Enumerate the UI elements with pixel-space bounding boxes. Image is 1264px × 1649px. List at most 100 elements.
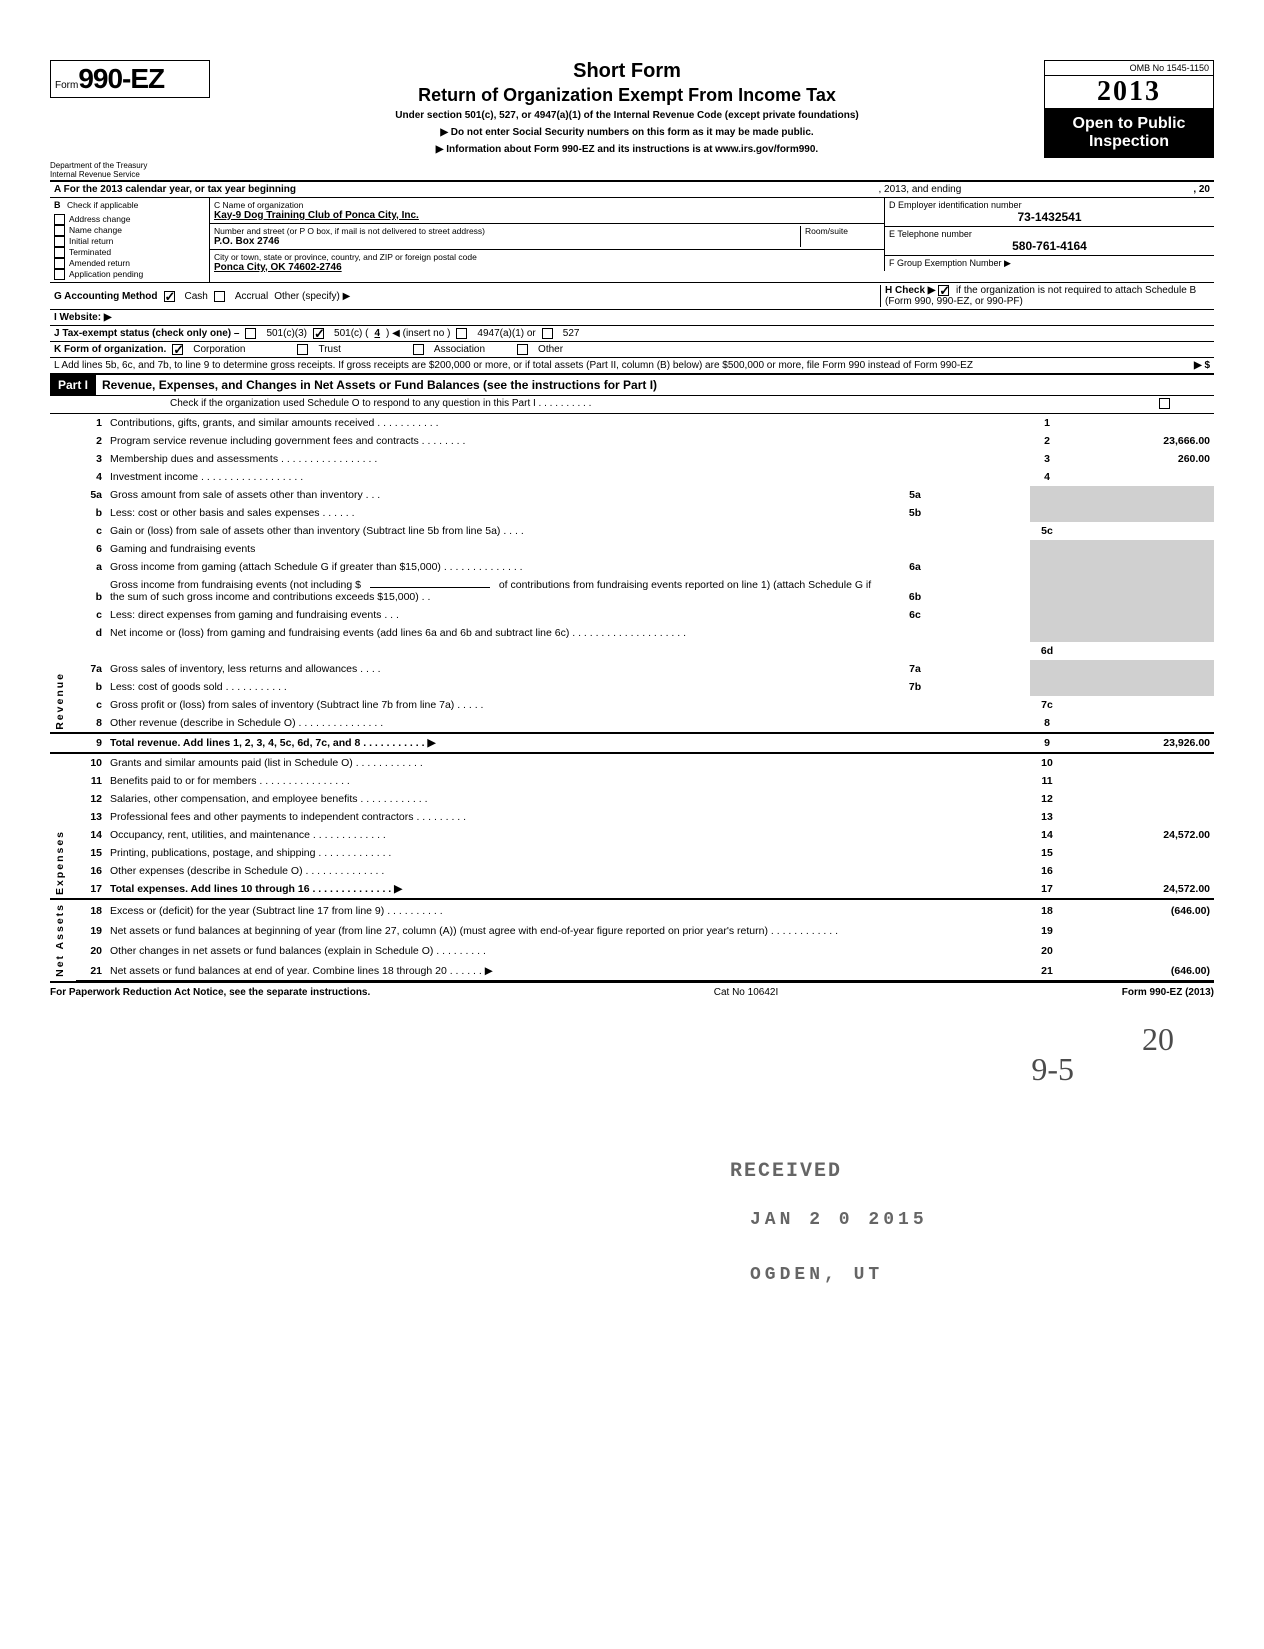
j-527: 527 (563, 328, 580, 339)
g-label: G Accounting Method (54, 291, 158, 302)
table-row: 19 Net assets or fund balances at beginn… (50, 920, 1214, 940)
chk-corp[interactable] (172, 344, 183, 355)
table-row: 13 Professional fees and other payments … (50, 808, 1214, 826)
chk-cash[interactable] (164, 291, 175, 302)
chk-initial-return[interactable]: Initial return (54, 236, 205, 247)
chk-app-pending[interactable]: Application pending (54, 269, 205, 280)
dept-irs: Internal Revenue Service (50, 171, 210, 180)
subtitle: Under section 501(c), 527, or 4947(a)(1)… (218, 110, 1036, 121)
g-cash: Cash (185, 291, 208, 302)
row-k: K Form of organization. Corporation Trus… (50, 342, 1214, 358)
footer-left: For Paperwork Reduction Act Notice, see … (50, 987, 370, 998)
j-501c3: 501(c)(3) (266, 328, 307, 339)
table-row: 15 Printing, publications, postage, and … (50, 844, 1214, 862)
side-netassets: Net Assets (54, 903, 66, 977)
chk-h[interactable] (938, 285, 949, 296)
c-addr-row: Number and street (or P O box, if mail i… (210, 224, 884, 250)
omb-number: OMB No 1545-1150 (1044, 60, 1214, 76)
d-label: D Employer identification number (889, 200, 1210, 210)
form-header: Form 990-EZ Short Form Return of Organiz… (50, 60, 1214, 158)
table-row: c Gross profit or (loss) from sales of i… (50, 696, 1214, 714)
footer-right: Form 990-EZ (2013) (1122, 987, 1214, 998)
chk-accrual[interactable] (214, 291, 225, 302)
year-suffix: 13 (1129, 76, 1161, 107)
f-label: F Group Exemption Number ▶ (889, 258, 1210, 269)
org-name: Kay-9 Dog Training Club of Ponca City, I… (214, 210, 880, 221)
ein: 73-1432541 (889, 210, 1210, 224)
org-city: Ponca City, OK 74602-2746 (214, 262, 880, 273)
table-row: Expenses 10 Grants and similar amounts p… (50, 753, 1214, 772)
d-cell: D Employer identification number 73-1432… (884, 198, 1214, 227)
col-def: D Employer identification number 73-1432… (884, 198, 1214, 283)
table-row: 2 Program service revenue including gove… (50, 432, 1214, 450)
row-l: L Add lines 5b, 6c, and 7b, to line 9 to… (50, 358, 1214, 373)
col-c: C Name of organization Kay-9 Dog Trainin… (210, 198, 884, 283)
row-i: I Website: ▶ (50, 310, 1214, 326)
chk-501c3[interactable] (245, 328, 256, 339)
part1-header-row: Part I Revenue, Expenses, and Changes in… (50, 373, 1214, 396)
row-a: A For the 2013 calendar year, or tax yea… (50, 182, 1214, 198)
table-row: 8 Other revenue (describe in Schedule O)… (50, 714, 1214, 733)
f-cell: F Group Exemption Number ▶ (884, 256, 1214, 271)
e-label: E Telephone number (889, 229, 1210, 239)
table-row: 12 Salaries, other compensation, and emp… (50, 790, 1214, 808)
dept-block: Department of the Treasury Internal Reve… (50, 158, 210, 180)
side-expenses: Expenses (54, 830, 66, 895)
chk-name-change[interactable]: Name change (54, 225, 205, 236)
b-letter: B (54, 200, 61, 210)
room-label: Room/suite (805, 226, 880, 236)
top-grid: B Check if applicable Address change Nam… (50, 198, 1214, 284)
k-assoc: Association (434, 344, 485, 355)
table-row: 7a Gross sales of inventory, less return… (50, 660, 1214, 678)
table-row: 6 Gaming and fundraising events (50, 540, 1214, 558)
b-label: Check if applicable (67, 200, 138, 210)
chk-amended[interactable]: Amended return (54, 258, 205, 269)
table-row: c Gain or (loss) from sale of assets oth… (50, 522, 1214, 540)
open-to-public: Open to Public Inspection (1044, 109, 1214, 158)
part1-title: Revenue, Expenses, and Changes in Net As… (96, 375, 1214, 395)
c-addr-label: Number and street (or P O box, if mail i… (214, 226, 794, 236)
form-label: Form (55, 80, 78, 91)
table-row: 20 Other changes in net assets or fund b… (50, 940, 1214, 960)
footer: For Paperwork Reduction Act Notice, see … (50, 983, 1214, 998)
chk-assoc[interactable] (413, 344, 424, 355)
k-label: K Form of organization. (54, 344, 166, 355)
row-j: J Tax-exempt status (check only one) – 5… (50, 326, 1214, 342)
j-501c-n: 4 (374, 328, 380, 339)
chk-address-change[interactable]: Address change (54, 214, 205, 225)
g-accrual: Accrual (235, 291, 268, 302)
part1-label: Part I (50, 375, 96, 395)
j-4947: 4947(a)(1) or (477, 328, 535, 339)
j-501c-e: ) ◀ (insert no ) (386, 328, 450, 339)
chk-527[interactable] (542, 328, 553, 339)
c-name-row: C Name of organization Kay-9 Dog Trainin… (210, 198, 884, 224)
chk-trust[interactable] (297, 344, 308, 355)
c-city-row: City or town, state or province, country… (210, 250, 884, 275)
chk-4947[interactable] (456, 328, 467, 339)
chk-501c[interactable] (313, 328, 324, 339)
c-label: C Name of organization (214, 200, 880, 210)
short-form-title: Short Form (218, 60, 1036, 83)
k-corp: Corporation (193, 344, 245, 355)
dept-row: Department of the Treasury Internal Reve… (50, 158, 1214, 182)
form-number-box: Form 990-EZ (50, 60, 210, 98)
ln-desc: Contributions, gifts, grants, and simila… (106, 414, 1030, 432)
table-row: 17 Total expenses. Add lines 10 through … (50, 880, 1214, 899)
form-number: 990-EZ (78, 63, 164, 95)
chk-scho[interactable] (1159, 398, 1170, 409)
part1-sub: Check if the organization used Schedule … (50, 396, 1214, 414)
table-row: 5a Gross amount from sale of assets othe… (50, 486, 1214, 504)
table-row: 16 Other expenses (describe in Schedule … (50, 862, 1214, 880)
g-other: Other (specify) ▶ (274, 291, 350, 302)
chk-terminated[interactable]: Terminated (54, 247, 205, 258)
l-end: ▶ $ (1194, 360, 1210, 371)
side-revenue: Revenue (54, 672, 66, 730)
table-row: 9 Total revenue. Add lines 1, 2, 3, 4, 5… (50, 733, 1214, 753)
col-b: B Check if applicable Address change Nam… (50, 198, 210, 283)
table-row: 11 Benefits paid to or for members . . .… (50, 772, 1214, 790)
ln-box: 1 (1030, 414, 1064, 432)
return-title: Return of Organization Exempt From Incom… (218, 85, 1036, 106)
handwritten-95: 9-5 (1031, 1051, 1074, 1088)
chk-other[interactable] (517, 344, 528, 355)
ln-num: 1 (76, 414, 106, 432)
